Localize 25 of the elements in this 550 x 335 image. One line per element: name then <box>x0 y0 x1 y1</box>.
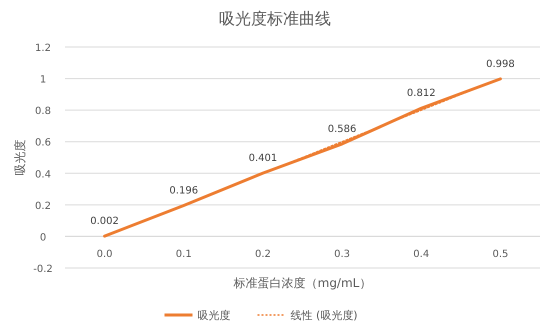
data-label: 0.196 <box>169 185 198 196</box>
x-tick-label: 0.2 <box>254 249 271 260</box>
data-label: 0.998 <box>486 58 515 70</box>
x-axis-title: 标准蛋白浓度（mg/mL） <box>232 276 372 290</box>
legend-label: 吸光度 <box>198 309 230 322</box>
x-tick-label: 0.0 <box>96 249 113 260</box>
y-tick-label: 0.4 <box>35 169 51 180</box>
chart-title: 吸光度标准曲线 <box>219 9 331 28</box>
y-tick-label: 0.8 <box>35 106 51 118</box>
legend-label: 线性 (吸光度) <box>290 309 358 322</box>
y-tick-label: 0.6 <box>35 138 51 149</box>
data-label: 0.586 <box>328 124 356 135</box>
data-label: 0.002 <box>90 216 119 228</box>
data-label: 0.401 <box>248 153 278 164</box>
x-tick-label: 0.5 <box>492 249 508 260</box>
y-tick-label: 1.2 <box>35 43 51 54</box>
y-axis-title: 吸光度 <box>13 140 27 176</box>
y-tick-label: 0 <box>40 232 46 244</box>
y-tick-label: 0.2 <box>35 200 51 212</box>
x-tick-label: 0.4 <box>413 249 430 260</box>
y-tick-label: -0.2 <box>33 264 53 275</box>
x-tick-label: 0.1 <box>176 249 192 260</box>
x-tick-label: 0.3 <box>334 249 350 260</box>
data-label: 0.812 <box>406 88 436 100</box>
y-tick-label: 1 <box>40 74 46 86</box>
